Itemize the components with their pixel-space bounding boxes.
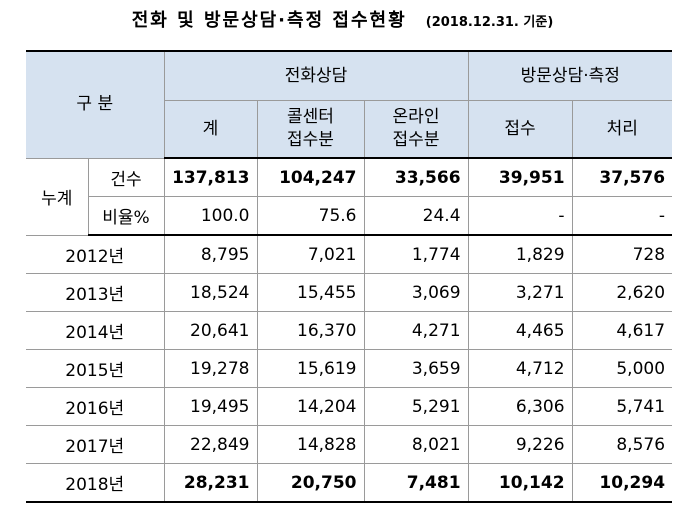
table-cell: 75.6 bbox=[256, 196, 365, 236]
table-cell: 3,271 bbox=[467, 273, 573, 312]
ratio-label: 비율% bbox=[87, 196, 165, 236]
table-cell: 24.4 bbox=[363, 196, 469, 236]
table-cell: 39,951 bbox=[467, 157, 573, 197]
table-cell: 100.0 bbox=[163, 196, 258, 236]
year-label: 2012년 bbox=[26, 234, 165, 274]
header-online: 온라인 접수분 bbox=[363, 100, 469, 159]
table-cell: 7,481 bbox=[363, 463, 469, 503]
header-row-2: 계 콜센터 접수분 온라인 접수분 접수 처리 bbox=[26, 100, 673, 159]
table-cell: 1,774 bbox=[363, 234, 469, 274]
table-cell: 8,021 bbox=[363, 425, 469, 464]
table-cell: - bbox=[467, 196, 573, 236]
table-row: 2013년 18,524 15,455 3,069 3,271 2,620 bbox=[26, 273, 673, 312]
header-row-1: 구 분 전화상담 방문상담·측정 bbox=[26, 50, 673, 159]
table-cell: 728 bbox=[571, 234, 673, 274]
table-cell: 4,712 bbox=[467, 349, 573, 388]
table-cell: 20,750 bbox=[256, 463, 365, 503]
table-cell: 104,247 bbox=[256, 157, 365, 197]
table-cell: - bbox=[571, 196, 673, 236]
year-label: 2015년 bbox=[26, 349, 165, 388]
table-cell: 10,294 bbox=[571, 463, 673, 503]
header-call-center: 콜센터 접수분 bbox=[256, 100, 365, 159]
statistics-table: 구 분 전화상담 방문상담·측정 계 콜센터 접수분 온라인 접수분 접수 처리… bbox=[26, 50, 673, 503]
header-online-line1: 온라인 bbox=[392, 107, 440, 127]
header-call-center-line1: 콜센터 bbox=[287, 107, 334, 127]
table-cell: 3,659 bbox=[363, 349, 469, 388]
title-row: 전화 및 방문상담·측정 접수현황 (2018.12.31. 기준) bbox=[0, 6, 685, 36]
table-cell: 14,828 bbox=[256, 425, 365, 464]
table-cell: 4,465 bbox=[467, 311, 573, 350]
table-cell: 16,370 bbox=[256, 311, 365, 350]
table-cell: 1,829 bbox=[467, 234, 573, 274]
table-cell: 28,231 bbox=[163, 463, 258, 503]
table-cell: 9,226 bbox=[467, 425, 573, 464]
table-row: 2016년 19,495 14,204 5,291 6,306 5,741 bbox=[26, 387, 673, 426]
table-row: 2017년 22,849 14,828 8,021 9,226 8,576 bbox=[26, 425, 673, 464]
table-body: 누계 건수 137,813 104,247 33,566 39,951 37,576 비율% 1… bbox=[26, 157, 673, 503]
header-visit-group: 방문상담·측정 bbox=[467, 50, 673, 101]
table-cell: 33,566 bbox=[363, 157, 469, 197]
table-cell: 37,576 bbox=[571, 157, 673, 197]
table-cell: 10,142 bbox=[467, 463, 573, 503]
date-note: (2018.12.31. 기준) bbox=[425, 15, 554, 30]
header-visit-receipt: 접수 bbox=[467, 100, 573, 159]
header-phone-group: 전화상담 bbox=[163, 50, 469, 101]
table-cell: 2,620 bbox=[571, 273, 673, 312]
table-cell: 5,000 bbox=[571, 349, 673, 388]
year-label: 2013년 bbox=[26, 273, 165, 312]
year-label: 2018년 bbox=[26, 463, 165, 503]
year-label: 2014년 bbox=[26, 311, 165, 350]
cumulative-ratio-row: 비율% 100.0 75.6 24.4- - bbox=[26, 196, 673, 236]
table-cell: 8,576 bbox=[571, 425, 673, 464]
year-label: 2016년 bbox=[26, 387, 165, 426]
header-visit-processed: 처리 bbox=[571, 100, 673, 159]
table-row: 2018년 28,231 20,750 7,481 10,142 10,294 bbox=[26, 463, 673, 503]
table-cell: 19,278 bbox=[163, 349, 258, 388]
cumulative-count-row: 누계 건수 137,813 104,247 33,566 39,951 37,576 bbox=[26, 157, 673, 236]
table-cell: 15,619 bbox=[256, 349, 365, 388]
table-row: 2012년 8,795 7,021 1,774 1,829 728 bbox=[26, 234, 673, 274]
header-category: 구 분 bbox=[26, 50, 165, 159]
count-label: 건수 bbox=[87, 157, 165, 197]
table-cell: 3,069 bbox=[363, 273, 469, 312]
table-cell: 5,291 bbox=[363, 387, 469, 426]
table-cell: 19,495 bbox=[163, 387, 258, 426]
header-phone-total: 계 bbox=[163, 100, 258, 159]
header-online-line2: 접수분 bbox=[392, 130, 440, 150]
table-cell: 4,271 bbox=[363, 311, 469, 350]
table-cell: 14,204 bbox=[256, 387, 365, 426]
table-cell: 22,849 bbox=[163, 425, 258, 464]
page-title: 전화 및 방문상담·측정 접수현황 bbox=[131, 10, 407, 31]
table-cell: 6,306 bbox=[467, 387, 573, 426]
table-cell: 18,524 bbox=[163, 273, 258, 312]
table-cell: 8,795 bbox=[163, 234, 258, 274]
year-label: 2017년 bbox=[26, 425, 165, 464]
table-row: 2015년 19,278 15,619 3,659 4,712 5,000 bbox=[26, 349, 673, 388]
table-cell: 20,641 bbox=[163, 311, 258, 350]
table-cell: 137,813 bbox=[163, 157, 258, 197]
table-cell: 4,617 bbox=[571, 311, 673, 350]
cumulative-label: 누계 bbox=[26, 157, 89, 236]
table-cell: 15,455 bbox=[256, 273, 365, 312]
header-call-center-line2: 접수분 bbox=[287, 130, 334, 150]
table-cell: 7,021 bbox=[256, 234, 365, 274]
table-cell: 5,741 bbox=[571, 387, 673, 426]
table-row: 2014년 20,641 16,370 4,271 4,465 4,617 bbox=[26, 311, 673, 350]
